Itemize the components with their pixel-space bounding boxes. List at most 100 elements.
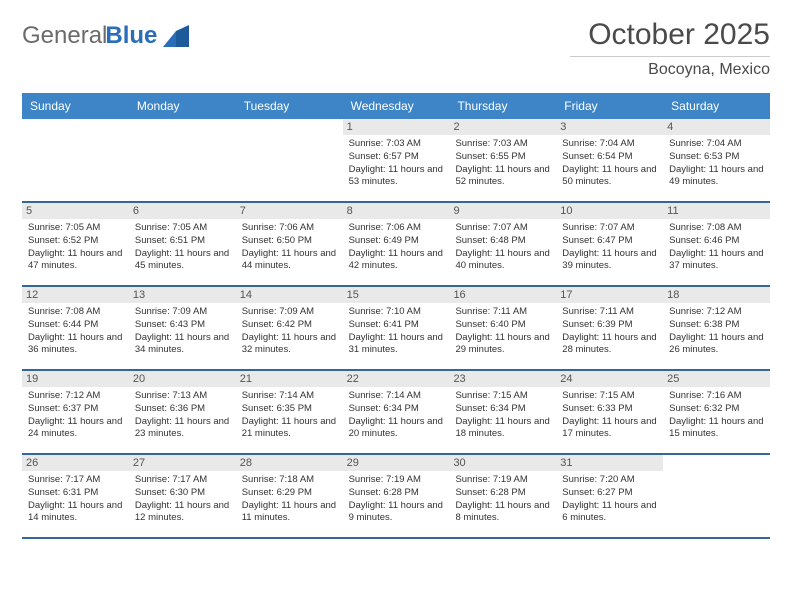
dow-cell: Saturday	[663, 93, 770, 119]
day-cell: 6Sunrise: 7:05 AMSunset: 6:51 PMDaylight…	[129, 203, 236, 285]
day-cell: 29Sunrise: 7:19 AMSunset: 6:28 PMDayligh…	[343, 455, 450, 537]
month-title: October 2025	[570, 18, 770, 52]
day-body: Sunrise: 7:12 AMSunset: 6:37 PMDaylight:…	[28, 390, 123, 441]
day-cell: 18 Sunrise: 7:12 AMSunset: 6:38 PMDayligh…	[663, 287, 770, 369]
day-number: 20	[129, 371, 236, 387]
day-number: 22	[343, 371, 450, 387]
day-cell	[129, 119, 236, 201]
week-row: 5 Sunrise: 7:05 AMSunset: 6:52 PMDaylight…	[22, 203, 770, 287]
day-cell: 27 Sunrise: 7:17 AMSunset: 6:30 PMDayligh…	[129, 455, 236, 537]
day-number: 2	[449, 119, 556, 135]
day-cell: 10 Sunrise: 7:07 AMSunset: 6:47 PMDayligh…	[556, 203, 663, 285]
day-number: 23	[449, 371, 556, 387]
day-cell: 26 Sunrise: 7:17 AMSunset: 6:31 PMDayligh…	[22, 455, 129, 537]
day-cell: 5 Sunrise: 7:05 AMSunset: 6:52 PMDaylight…	[22, 203, 129, 285]
day-cell: 1 Sunrise: 7:03 AMSunset: 6:57 PMDaylight…	[343, 119, 450, 201]
day-cell: 12Sunrise: 7:08 AMSunset: 6:44 PMDayligh…	[22, 287, 129, 369]
day-number: 28	[236, 455, 343, 471]
day-cell: 19Sunrise: 7:12 AMSunset: 6:37 PMDayligh…	[22, 371, 129, 453]
day-body: Sunrise: 7:10 AMSunset: 6:41 PMDaylight:…	[349, 306, 444, 357]
week-row: 12Sunrise: 7:08 AMSunset: 6:44 PMDayligh…	[22, 287, 770, 371]
day-number: 27	[129, 455, 236, 471]
day-cell: 31 Sunrise: 7:20 AMSunset: 6:27 PMDayligh…	[556, 455, 663, 537]
day-body: Sunrise: 7:20 AMSunset: 6:27 PMDaylight:…	[562, 474, 657, 525]
day-number: 3	[556, 119, 663, 135]
day-number: 31	[556, 455, 663, 471]
day-body: Sunrise: 7:18 AMSunset: 6:29 PMDaylight:…	[242, 474, 337, 525]
day-body: Sunrise: 7:08 AMSunset: 6:46 PMDaylight:…	[669, 222, 764, 273]
day-body: Sunrise: 7:07 AMSunset: 6:48 PMDaylight:…	[455, 222, 550, 273]
day-cell: 9 Sunrise: 7:07 AMSunset: 6:48 PMDaylight…	[449, 203, 556, 285]
day-body: Sunrise: 7:06 AMSunset: 6:50 PMDaylight:…	[242, 222, 337, 273]
day-body: Sunrise: 7:13 AMSunset: 6:36 PMDaylight:…	[135, 390, 230, 441]
day-cell: 23 Sunrise: 7:15 AMSunset: 6:34 PMDayligh…	[449, 371, 556, 453]
day-number: 4	[663, 119, 770, 135]
day-body: Sunrise: 7:15 AMSunset: 6:34 PMDaylight:…	[455, 390, 550, 441]
day-body: Sunrise: 7:03 AMSunset: 6:55 PMDaylight:…	[455, 138, 550, 189]
week-row: 26 Sunrise: 7:17 AMSunset: 6:31 PMDayligh…	[22, 455, 770, 539]
day-number: 9	[449, 203, 556, 219]
dow-cell: Friday	[556, 93, 663, 119]
day-cell	[22, 119, 129, 201]
day-of-week-header: SundayMondayTuesdayWednesdayThursdayFrid…	[22, 93, 770, 119]
day-number: 10	[556, 203, 663, 219]
dow-cell: Thursday	[449, 93, 556, 119]
day-body: Sunrise: 7:09 AMSunset: 6:43 PMDaylight:…	[135, 306, 230, 357]
weeks-container: 1 Sunrise: 7:03 AMSunset: 6:57 PMDaylight…	[22, 119, 770, 539]
day-number: 1	[343, 119, 450, 135]
day-number: 5	[22, 203, 129, 219]
day-cell: 11 Sunrise: 7:08 AMSunset: 6:46 PMDayligh…	[663, 203, 770, 285]
dow-cell: Monday	[129, 93, 236, 119]
day-body: Sunrise: 7:17 AMSunset: 6:31 PMDaylight:…	[28, 474, 123, 525]
logo-general: General	[22, 22, 107, 49]
day-cell: 17 Sunrise: 7:11 AMSunset: 6:39 PMDayligh…	[556, 287, 663, 369]
day-body: Sunrise: 7:14 AMSunset: 6:35 PMDaylight:…	[242, 390, 337, 441]
brand-logo: GeneralBlue	[22, 18, 189, 50]
day-cell: 16Sunrise: 7:11 AMSunset: 6:40 PMDayligh…	[449, 287, 556, 369]
title-block: October 2025 Bocoyna, Mexico	[570, 18, 770, 79]
day-body: Sunrise: 7:11 AMSunset: 6:39 PMDaylight:…	[562, 306, 657, 357]
day-body: Sunrise: 7:14 AMSunset: 6:34 PMDaylight:…	[349, 390, 444, 441]
day-cell: 2 Sunrise: 7:03 AMSunset: 6:55 PMDaylight…	[449, 119, 556, 201]
day-number: 6	[129, 203, 236, 219]
day-number: 29	[343, 455, 450, 471]
day-number: 24	[556, 371, 663, 387]
day-body: Sunrise: 7:19 AMSunset: 6:28 PMDaylight:…	[455, 474, 550, 525]
day-body: Sunrise: 7:15 AMSunset: 6:33 PMDaylight:…	[562, 390, 657, 441]
day-number: 26	[22, 455, 129, 471]
day-body: Sunrise: 7:07 AMSunset: 6:47 PMDaylight:…	[562, 222, 657, 273]
day-body: Sunrise: 7:17 AMSunset: 6:30 PMDaylight:…	[135, 474, 230, 525]
day-number: 11	[663, 203, 770, 219]
day-body: Sunrise: 7:05 AMSunset: 6:52 PMDaylight:…	[28, 222, 123, 273]
day-number: 15	[343, 287, 450, 303]
day-cell: 20 Sunrise: 7:13 AMSunset: 6:36 PMDayligh…	[129, 371, 236, 453]
day-cell: 30Sunrise: 7:19 AMSunset: 6:28 PMDayligh…	[449, 455, 556, 537]
day-body: Sunrise: 7:04 AMSunset: 6:53 PMDaylight:…	[669, 138, 764, 189]
day-cell	[663, 455, 770, 537]
day-cell: 28 Sunrise: 7:18 AMSunset: 6:29 PMDayligh…	[236, 455, 343, 537]
week-row: 19Sunrise: 7:12 AMSunset: 6:37 PMDayligh…	[22, 371, 770, 455]
logo-arrow-icon	[163, 25, 189, 47]
day-number: 13	[129, 287, 236, 303]
day-body: Sunrise: 7:09 AMSunset: 6:42 PMDaylight:…	[242, 306, 337, 357]
day-cell: 8 Sunrise: 7:06 AMSunset: 6:49 PMDaylight…	[343, 203, 450, 285]
day-body: Sunrise: 7:12 AMSunset: 6:38 PMDaylight:…	[669, 306, 764, 357]
day-number: 16	[449, 287, 556, 303]
day-cell: 22 Sunrise: 7:14 AMSunset: 6:34 PMDayligh…	[343, 371, 450, 453]
day-number: 8	[343, 203, 450, 219]
day-number: 17	[556, 287, 663, 303]
day-body: Sunrise: 7:06 AMSunset: 6:49 PMDaylight:…	[349, 222, 444, 273]
day-body: Sunrise: 7:03 AMSunset: 6:57 PMDaylight:…	[349, 138, 444, 189]
day-body: Sunrise: 7:04 AMSunset: 6:54 PMDaylight:…	[562, 138, 657, 189]
day-cell: 21Sunrise: 7:14 AMSunset: 6:35 PMDayligh…	[236, 371, 343, 453]
week-row: 1 Sunrise: 7:03 AMSunset: 6:57 PMDaylight…	[22, 119, 770, 203]
day-number: 18	[663, 287, 770, 303]
day-number: 7	[236, 203, 343, 219]
dow-cell: Tuesday	[236, 93, 343, 119]
day-cell: 14Sunrise: 7:09 AMSunset: 6:42 PMDayligh…	[236, 287, 343, 369]
day-cell: 24 Sunrise: 7:15 AMSunset: 6:33 PMDayligh…	[556, 371, 663, 453]
day-cell	[236, 119, 343, 201]
day-body: Sunrise: 7:16 AMSunset: 6:32 PMDaylight:…	[669, 390, 764, 441]
day-cell: 15 Sunrise: 7:10 AMSunset: 6:41 PMDayligh…	[343, 287, 450, 369]
day-number: 12	[22, 287, 129, 303]
